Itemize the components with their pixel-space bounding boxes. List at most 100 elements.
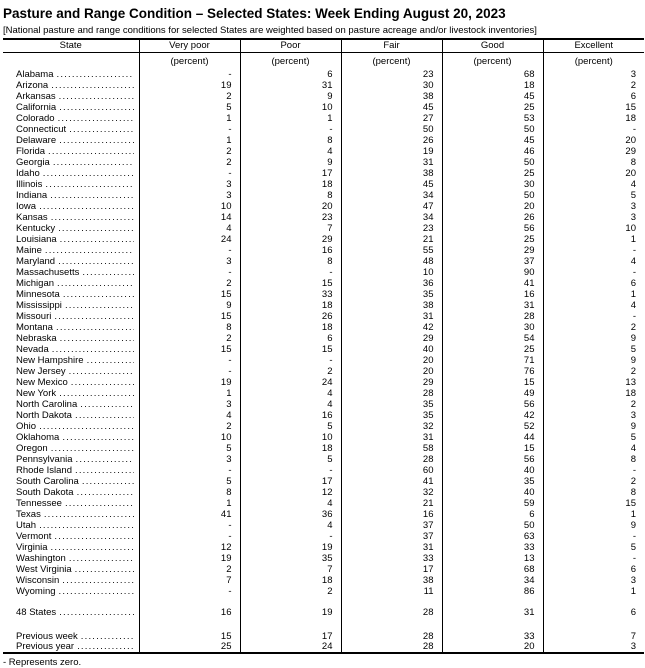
value-cell: 19 [340,146,442,157]
state-name-wrap: Kansas [3,213,139,223]
state-name-wrap: Florida [3,147,139,157]
value-cell: 6 [542,607,644,618]
state-name-cell: Maryland [3,256,139,267]
value-cell: 8 [138,322,240,333]
value-cell: 24 [239,377,341,388]
dotted-leader [58,114,134,124]
spacer-row [3,597,644,607]
value-cell: 15 [441,377,543,388]
value-cell: 6 [239,333,341,344]
value-cell: 28 [340,607,442,618]
state-name-wrap: Kentucky [3,224,139,234]
value-cell: 76 [441,366,543,377]
value-cell: 17 [239,476,341,487]
value-cell: 2 [542,366,644,377]
value-cell: 16 [239,245,341,256]
value-cell: 19 [239,607,341,618]
state-label: Louisiana [16,235,57,245]
dotted-leader [62,433,133,443]
state-label: Kentucky [16,224,56,234]
state-label: Utah [16,521,37,531]
col-header-fair: Fair [340,39,442,53]
state-name-cell: Ohio [3,421,139,432]
value-cell: 40 [340,344,442,355]
state-name-wrap: Previous year [3,642,139,652]
value-cell: 63 [441,531,543,542]
value-cell: 26 [340,135,442,146]
value-cell: 9 [239,157,341,168]
value-cell: 50 [340,124,442,135]
state-label: Nebraska [16,334,57,344]
value-cell: 40 [441,487,543,498]
dotted-leader [60,334,134,344]
value-cell: 45 [340,102,442,113]
value-cell: 8 [138,487,240,498]
value-cell: 5 [542,190,644,201]
value-cell: 21 [340,234,442,245]
value-cell: 9 [542,355,644,366]
value-cell: 45 [441,91,543,102]
value-cell: - [239,124,341,135]
value-cell: 25 [138,642,240,653]
value-cell: 36 [239,509,341,520]
state-name-cell: Kentucky [3,223,139,234]
dotted-leader [77,488,134,498]
value-cell: 7 [542,631,644,642]
state-name-cell: Alabama [3,69,139,80]
state-label: New Jersey [16,367,66,377]
state-label: Washington [16,554,66,564]
table-body: Alabama-623683Arizona193130182Arkansas29… [3,69,644,653]
value-cell: 48 [340,256,442,267]
state-label: Illinois [16,180,43,190]
state-name-wrap: New Hampshire [3,356,139,366]
state-name-wrap: Illinois [3,180,139,190]
state-name-wrap: Connecticut [3,125,139,135]
dotted-leader [76,455,134,465]
unit-cell: (percent) [138,52,240,69]
value-cell: 23 [340,223,442,234]
state-name-wrap: Wyoming [3,587,139,597]
state-name-cell: Texas [3,509,139,520]
value-cell: - [239,531,341,542]
value-cell: 2 [138,421,240,432]
state-name-wrap: Virginia [3,543,139,553]
value-cell: 29 [239,234,341,245]
state-name-wrap: Oklahoma [3,433,139,443]
value-cell: 6 [239,69,341,80]
state-name-cell: Virginia [3,542,139,553]
state-name-wrap: Maryland [3,257,139,267]
value-cell: 1 [138,388,240,399]
value-cell: 14 [138,212,240,223]
value-cell: 30 [441,322,543,333]
value-cell: 4 [239,498,341,509]
value-cell: 5 [542,432,644,443]
table-row: Iowa102047203 [3,201,644,212]
value-cell: 3 [138,454,240,465]
spacer-cell [340,597,442,607]
value-cell: 13 [542,377,644,388]
value-cell: - [542,531,644,542]
value-cell: 55 [340,245,442,256]
dotted-leader [39,422,133,432]
value-cell: 45 [340,179,442,190]
state-name-wrap: New Jersey [3,367,139,377]
value-cell: 1 [138,498,240,509]
unit-cell: (percent) [239,52,341,69]
state-label: North Dakota [16,411,72,421]
state-name-cell: Kansas [3,212,139,223]
state-name-cell: Missouri [3,311,139,322]
value-cell: 9 [239,91,341,102]
value-cell: 54 [441,333,543,344]
value-cell: - [239,355,341,366]
value-cell: 5 [239,421,341,432]
dotted-leader [87,356,134,366]
